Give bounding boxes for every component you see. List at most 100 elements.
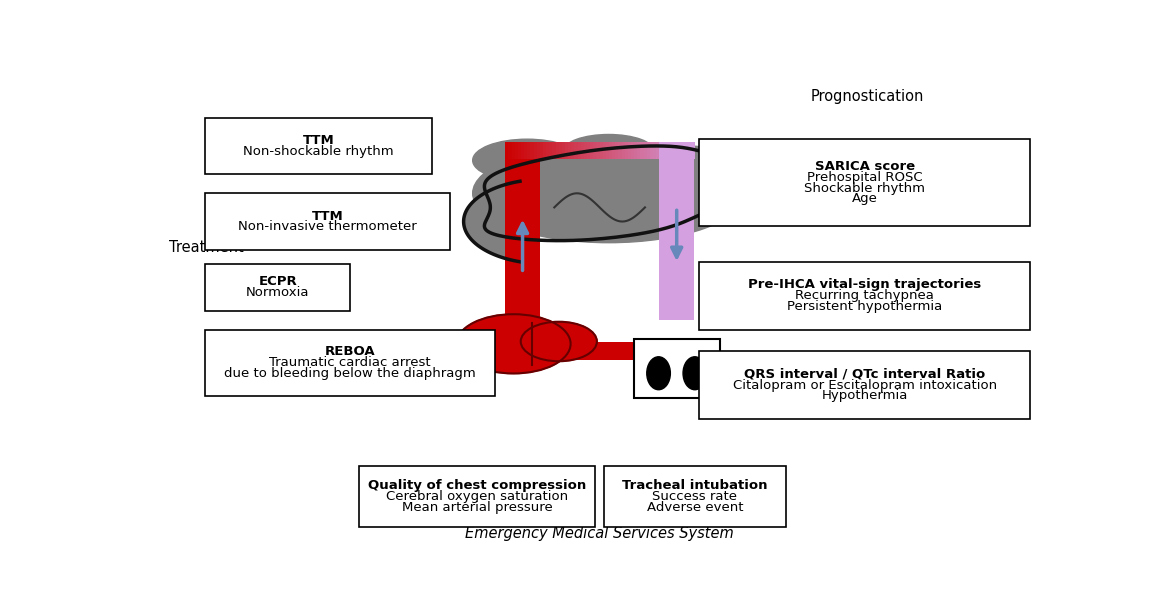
Bar bbox=[606, 142, 610, 159]
FancyBboxPatch shape bbox=[205, 330, 495, 395]
Bar bbox=[565, 142, 569, 159]
FancyBboxPatch shape bbox=[359, 466, 596, 527]
Bar bbox=[670, 348, 683, 364]
Text: SARICA score: SARICA score bbox=[814, 160, 915, 173]
Bar bbox=[523, 342, 695, 360]
Bar bbox=[562, 142, 566, 159]
Bar bbox=[631, 142, 635, 159]
Circle shape bbox=[521, 322, 597, 361]
Bar bbox=[672, 142, 676, 159]
Bar bbox=[537, 142, 541, 159]
FancyBboxPatch shape bbox=[634, 339, 720, 398]
FancyBboxPatch shape bbox=[700, 262, 1031, 330]
Text: Success rate: Success rate bbox=[653, 490, 737, 503]
FancyBboxPatch shape bbox=[604, 466, 785, 527]
Text: Persistent hypothermia: Persistent hypothermia bbox=[787, 300, 943, 313]
FancyBboxPatch shape bbox=[205, 193, 450, 250]
Bar bbox=[679, 142, 682, 159]
Text: due to bleeding below the diaphragm: due to bleeding below the diaphragm bbox=[225, 367, 476, 380]
FancyBboxPatch shape bbox=[700, 139, 1031, 226]
Bar bbox=[688, 142, 691, 159]
Bar bbox=[578, 142, 581, 159]
Bar bbox=[587, 142, 591, 159]
Bar bbox=[539, 142, 544, 159]
Bar bbox=[660, 142, 663, 159]
Text: REBOA: REBOA bbox=[325, 345, 376, 358]
Bar bbox=[660, 142, 694, 320]
Text: Normoxia: Normoxia bbox=[246, 287, 310, 299]
Bar bbox=[571, 142, 576, 159]
Text: Shockable rhythm: Shockable rhythm bbox=[804, 181, 925, 195]
Bar bbox=[574, 142, 578, 159]
Text: Prehospital ROSC: Prehospital ROSC bbox=[807, 171, 923, 184]
Text: Non-shockable rhythm: Non-shockable rhythm bbox=[243, 145, 394, 158]
Bar bbox=[590, 142, 594, 159]
Bar bbox=[515, 142, 518, 159]
Bar bbox=[640, 142, 645, 159]
Bar bbox=[599, 142, 604, 159]
Bar bbox=[610, 142, 613, 159]
Bar bbox=[656, 142, 660, 159]
Text: Emergency Medical Services System: Emergency Medical Services System bbox=[466, 527, 734, 541]
Circle shape bbox=[456, 314, 571, 373]
Ellipse shape bbox=[473, 139, 581, 181]
Text: TTM: TTM bbox=[311, 210, 344, 222]
Text: Adverse event: Adverse event bbox=[647, 501, 743, 514]
Bar bbox=[649, 142, 654, 159]
Bar bbox=[690, 142, 695, 159]
Bar bbox=[550, 142, 553, 159]
Text: Traumatic cardiac arrest: Traumatic cardiac arrest bbox=[269, 356, 431, 369]
Bar bbox=[666, 142, 669, 159]
Bar bbox=[509, 142, 512, 159]
Text: Mean arterial pressure: Mean arterial pressure bbox=[401, 501, 552, 514]
Ellipse shape bbox=[647, 357, 670, 390]
Text: Cerebral oxygen saturation: Cerebral oxygen saturation bbox=[386, 490, 569, 503]
Bar bbox=[628, 142, 632, 159]
FancyBboxPatch shape bbox=[205, 118, 432, 175]
Ellipse shape bbox=[564, 134, 654, 167]
Text: ECPR: ECPR bbox=[259, 276, 297, 288]
Text: TTM: TTM bbox=[303, 134, 335, 147]
Bar bbox=[597, 142, 600, 159]
Text: Prognostication: Prognostication bbox=[811, 89, 924, 104]
Bar bbox=[644, 142, 648, 159]
Polygon shape bbox=[463, 181, 519, 262]
Bar bbox=[621, 142, 626, 159]
Bar bbox=[662, 142, 667, 159]
Bar bbox=[543, 142, 548, 159]
Ellipse shape bbox=[636, 146, 744, 184]
Bar bbox=[647, 142, 651, 159]
Text: Age: Age bbox=[852, 192, 878, 205]
Bar bbox=[580, 142, 585, 159]
Bar bbox=[669, 142, 673, 159]
Bar bbox=[556, 142, 559, 159]
FancyBboxPatch shape bbox=[205, 264, 350, 311]
Bar bbox=[559, 142, 563, 159]
Bar bbox=[603, 142, 607, 159]
Bar bbox=[638, 142, 641, 159]
Bar bbox=[505, 142, 539, 320]
Bar bbox=[505, 142, 509, 159]
Bar bbox=[619, 142, 622, 159]
Bar bbox=[552, 142, 557, 159]
Bar bbox=[518, 142, 522, 159]
Text: Non-invasive thermometer: Non-invasive thermometer bbox=[239, 221, 417, 233]
Text: Pre-IHCA vital-sign trajectories: Pre-IHCA vital-sign trajectories bbox=[749, 278, 982, 291]
Bar bbox=[521, 142, 525, 159]
Bar bbox=[670, 382, 683, 392]
Bar bbox=[634, 142, 639, 159]
Bar bbox=[612, 142, 617, 159]
Text: Recurring tachypnea: Recurring tachypnea bbox=[796, 289, 935, 302]
Bar bbox=[684, 142, 689, 159]
Ellipse shape bbox=[683, 357, 707, 390]
Text: QRS interval / QTc interval Ratio: QRS interval / QTc interval Ratio bbox=[744, 368, 985, 381]
Bar bbox=[524, 142, 528, 159]
FancyBboxPatch shape bbox=[700, 351, 1031, 419]
Text: Treatment: Treatment bbox=[168, 240, 243, 255]
Text: Hypothermia: Hypothermia bbox=[821, 389, 908, 402]
Bar bbox=[530, 142, 535, 159]
Bar bbox=[569, 142, 572, 159]
Ellipse shape bbox=[473, 144, 744, 243]
Bar bbox=[681, 142, 686, 159]
Bar bbox=[675, 142, 679, 159]
